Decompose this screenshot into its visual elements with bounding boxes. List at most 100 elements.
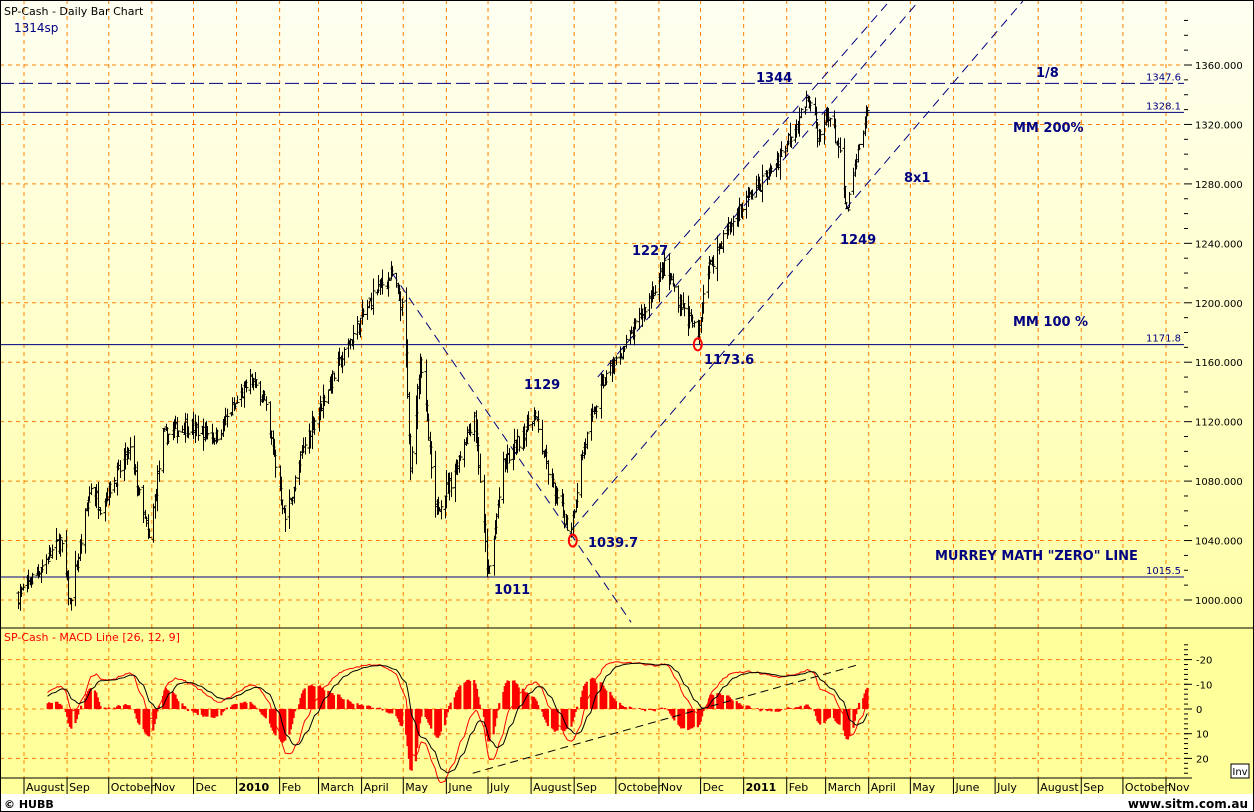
macd-histogram-bar	[445, 709, 448, 718]
macd-histogram-bar	[84, 698, 87, 709]
macd-histogram-bar	[67, 709, 70, 724]
macd-histogram-bar	[231, 704, 234, 709]
macd-histogram-bar	[202, 709, 205, 717]
macd-histogram-bar	[644, 709, 647, 712]
low-marker	[692, 337, 703, 352]
macd-histogram-bar	[826, 709, 829, 720]
macd-histogram-bar	[535, 701, 538, 709]
y-tick-label: 1200.000	[1195, 299, 1243, 310]
price-bar	[108, 481, 113, 498]
macd-histogram-bar	[186, 709, 190, 712]
macd-histogram-bar	[243, 701, 247, 709]
x-tick-label: July	[489, 781, 510, 794]
price-bar	[69, 598, 74, 611]
macd-histogram-bar	[318, 685, 322, 709]
macd-histogram-bar	[670, 709, 673, 716]
macd-histogram-bar	[135, 709, 138, 719]
label-1039-7: 1039.7	[588, 536, 638, 551]
macd-histogram-bar	[853, 709, 856, 721]
macd-histogram-bar	[406, 709, 409, 747]
macd-histogram-bar	[342, 699, 345, 709]
macd-histogram-bar	[613, 699, 616, 709]
price-bar	[750, 189, 755, 199]
signal-line	[47, 662, 868, 774]
price-bar	[264, 396, 269, 411]
macd-histogram-bar	[116, 706, 119, 709]
price-bar	[651, 286, 656, 299]
svg-text:Inv[interactable]: Inv	[1232, 767, 1247, 778]
macd-trendline	[472, 664, 860, 774]
macd-histogram-bar	[696, 709, 700, 728]
macd-histogram-bar	[88, 688, 91, 709]
macd-histogram-bar	[145, 709, 148, 735]
macd-histogram-bar	[288, 709, 291, 735]
x-tick-label: April	[364, 781, 389, 794]
price-bar	[789, 136, 794, 149]
price-bar	[749, 190, 754, 200]
macd-histogram-bar	[498, 703, 501, 709]
macd-histogram-bar	[828, 709, 831, 718]
macd-histogram-bar	[493, 709, 497, 727]
macd-histogram-bar	[281, 709, 284, 743]
macd-histogram-bar	[264, 709, 267, 719]
x-tick-label: June	[447, 781, 472, 794]
macd-histogram-bar	[54, 701, 58, 709]
macd-histogram-bar	[93, 690, 97, 709]
macd-histogram-bar	[680, 709, 683, 729]
macd-histogram-bar	[823, 709, 826, 724]
price-bar	[555, 487, 560, 506]
macd-histogram-bar	[663, 708, 666, 709]
macd-histogram-bar	[389, 709, 392, 713]
macd-histogram-bar	[359, 704, 362, 709]
website[interactable]: www.sitm.com.au	[1128, 797, 1248, 811]
macd-histogram-bar	[603, 688, 606, 709]
macd-histogram-bar	[600, 682, 604, 709]
y-tick-label: 1120.000	[1195, 418, 1243, 429]
macd-histogram-bar	[434, 709, 437, 736]
macd-histogram-bar	[327, 690, 330, 709]
label-1-8: 1/8	[1036, 66, 1059, 81]
macd-histogram-bar	[439, 709, 442, 732]
macd-histogram-bar	[542, 709, 545, 717]
macd-histogram-bar	[420, 709, 423, 717]
macd-histogram-bar	[712, 695, 715, 709]
trendline	[572, 0, 1024, 529]
macd-histogram-bar	[195, 709, 198, 713]
macd-histogram-bar	[132, 709, 135, 710]
macd-histogram-bar	[592, 678, 595, 709]
y-tick-label: 1360.000	[1195, 61, 1243, 72]
macd-histogram-bar	[203, 709, 206, 716]
macd-histogram-bar	[239, 702, 242, 709]
macd-histogram-bar	[59, 703, 62, 709]
macd-histogram-bar	[620, 705, 623, 709]
macd-histogram-bar	[95, 692, 98, 709]
macd-histogram-bar	[799, 705, 802, 709]
macd-histogram-bar	[582, 686, 586, 709]
price-bar	[633, 318, 638, 330]
macd-histogram-bar	[253, 705, 256, 709]
macd-histogram-bar	[512, 680, 515, 709]
level-label: 1171.8	[1146, 334, 1181, 345]
price-bar	[808, 100, 813, 112]
macd-histogram-bar	[484, 709, 487, 727]
macd-histogram-bar	[98, 701, 101, 709]
macd-histogram-bar	[609, 691, 612, 709]
price-bar	[50, 544, 55, 559]
macd-histogram-bar	[292, 709, 295, 719]
macd-histogram-bar	[739, 704, 743, 709]
inv-button[interactable]: Inv	[1230, 763, 1250, 779]
macd-histogram-bar	[211, 709, 215, 718]
macd-histogram-bar	[796, 707, 800, 709]
macd-histogram-bar	[136, 709, 140, 723]
macd-histogram-bar	[756, 708, 759, 709]
x-tick-label: Dec	[703, 781, 724, 794]
macd-histogram-bar	[443, 709, 447, 726]
copyright: © HUBB	[4, 798, 54, 811]
macd-histogram-bar	[531, 696, 534, 709]
macd-histogram-bar	[766, 709, 769, 712]
price-bar	[565, 515, 570, 531]
macd-histogram-bar	[245, 702, 248, 709]
macd-histogram-bar	[641, 709, 644, 710]
price-bar	[186, 426, 191, 439]
